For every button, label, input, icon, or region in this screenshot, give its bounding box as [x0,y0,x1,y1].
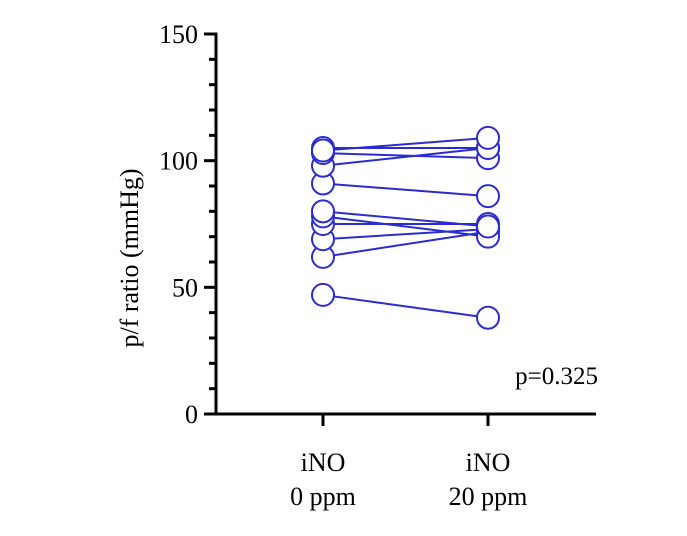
pair-line [322,210,489,228]
pair-line [322,182,489,198]
pair-line [322,147,489,167]
pair-line [322,215,489,238]
y-tick-label: 100 [159,147,198,176]
axes: 0 50 100 150 iNO 0 ppm iNO 20 ppm [159,20,596,511]
pair-line [322,136,489,152]
point-0ppm [311,138,335,163]
x-category-label-line1: iNO [301,448,346,477]
x-category-label-line2: 20 ppm [449,482,528,511]
y-tick-label: 50 [172,273,198,302]
pair-line [322,228,489,241]
x-category-label-line1: iNO [466,448,511,477]
y-axis-label: p/f ratio (mmHg) [115,168,144,347]
point-20ppm [476,305,500,330]
x-category-label-line2: 0 ppm [290,482,356,511]
pair-line [322,152,489,160]
point-20ppm [476,214,500,239]
point-20ppm [476,125,500,150]
y-tick-label: 150 [159,20,198,49]
point-0ppm [311,282,335,307]
point-0ppm [311,199,335,224]
x-ticks: iNO 0 ppm iNO 20 ppm [290,414,527,511]
data-points [311,125,500,330]
y-tick-label: 0 [185,400,198,429]
p-value-annotation: p=0.325 [515,363,598,390]
pair-lines [322,136,489,319]
point-20ppm [476,184,500,209]
pair-line [322,230,489,258]
y-ticks: 0 50 100 150 [159,20,216,429]
pair-line [322,293,489,319]
